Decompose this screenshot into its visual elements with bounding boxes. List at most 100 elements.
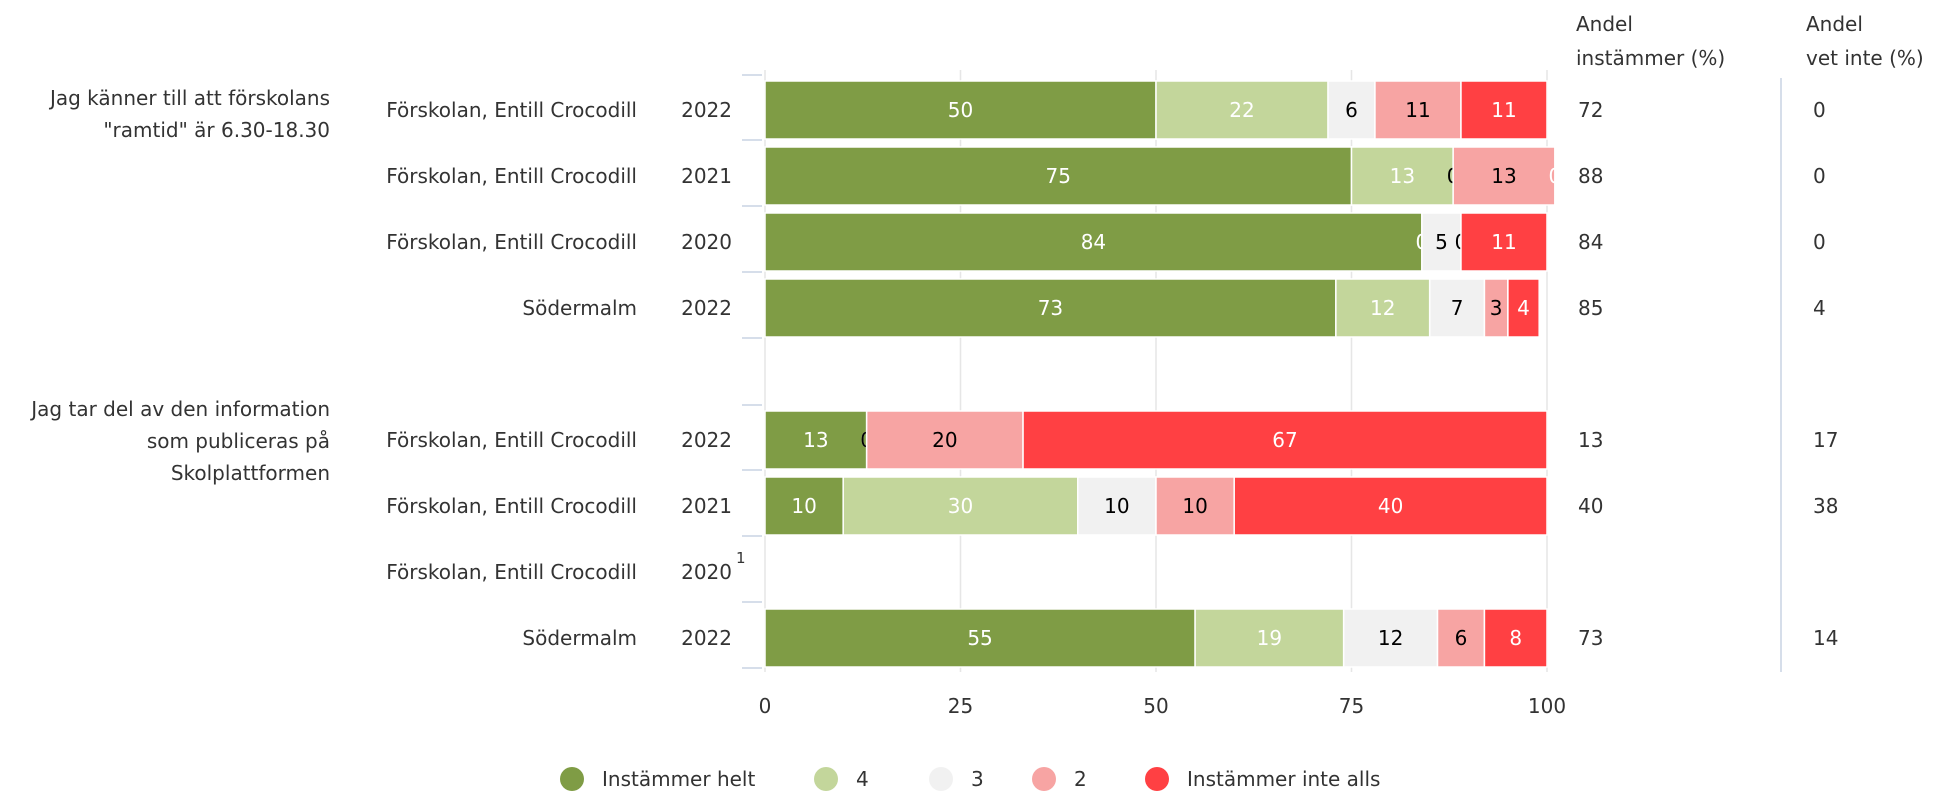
data-label: 50: [948, 98, 973, 122]
dontknow-header-line2: vet inte (%): [1806, 46, 1924, 70]
row-year-label: 2022: [681, 98, 732, 122]
data-label: 13: [1390, 164, 1415, 188]
legend-swatch: [1032, 767, 1056, 791]
row-unit-label: Förskolan, Entill Crocodill: [386, 230, 637, 254]
bar-segment: [1022, 410, 1548, 470]
agree-header-line1: Andel: [1576, 12, 1633, 36]
row-year-label: 2020: [681, 560, 732, 584]
agree-value: 88: [1578, 164, 1603, 188]
row-year-label: 2022: [681, 626, 732, 650]
bar-segment: [1155, 80, 1329, 140]
row-unit-label: Södermalm: [522, 626, 637, 650]
agree-value: 72: [1578, 98, 1603, 122]
data-label: 10: [791, 494, 816, 518]
bar-segment: [842, 476, 1079, 536]
row-year-label: 2020: [681, 230, 732, 254]
question-label: som publiceras på: [147, 429, 330, 453]
data-label: 13: [803, 428, 828, 452]
legend-swatch: [1145, 767, 1169, 791]
bar-segment: [1460, 80, 1548, 140]
bar-segment: [764, 146, 1353, 206]
data-label: 11: [1491, 230, 1516, 254]
bar-segment: [764, 278, 1337, 338]
row-year-label: 2021: [681, 494, 732, 518]
x-tick-label: 0: [759, 694, 772, 718]
dontknow-value: 38: [1813, 494, 1838, 518]
bar-segment: [1327, 80, 1376, 140]
bar-segment: [764, 608, 1196, 668]
row-unit-label: Förskolan, Entill Crocodill: [386, 98, 637, 122]
question-label: Skolplattformen: [171, 461, 330, 485]
dontknow-value: 17: [1813, 428, 1838, 452]
data-label: 19: [1257, 626, 1282, 650]
row-unit-label: Förskolan, Entill Crocodill: [386, 428, 637, 452]
x-tick-label: 50: [1143, 694, 1168, 718]
bar-segment: [1194, 608, 1345, 668]
row-unit-label: Förskolan, Entill Crocodill: [386, 494, 637, 518]
data-label: 8: [1509, 626, 1522, 650]
legend-label: 3: [971, 767, 984, 791]
agree-value: 40: [1578, 494, 1603, 518]
row-year-label: 2022: [681, 428, 732, 452]
data-label: 3: [1490, 296, 1503, 320]
data-label: 13: [1491, 164, 1516, 188]
bar-segment: [1507, 278, 1540, 338]
dontknow-value: 4: [1813, 296, 1826, 320]
data-label: 22: [1229, 98, 1254, 122]
data-label: 84: [1081, 230, 1106, 254]
data-label: 55: [967, 626, 992, 650]
legend-swatch: [814, 767, 838, 791]
bar-segment: [1350, 146, 1454, 206]
data-label: 6: [1455, 626, 1468, 650]
data-label: 4: [1517, 296, 1530, 320]
agree-value: 84: [1578, 230, 1603, 254]
bar-segment: [1460, 212, 1548, 272]
legend-label: Instämmer helt: [602, 767, 755, 791]
data-label: 67: [1272, 428, 1297, 452]
bar-segment: [764, 212, 1423, 272]
bar-segment: [1421, 212, 1462, 272]
bar-segment: [764, 410, 868, 470]
data-label: 10: [1104, 494, 1129, 518]
bar-segment: [1428, 278, 1486, 338]
x-tick-label: 25: [948, 694, 973, 718]
data-label: 73: [1038, 296, 1063, 320]
data-label: 40: [1378, 494, 1403, 518]
legend-swatch: [929, 767, 953, 791]
bar-segment: [1335, 278, 1431, 338]
dontknow-header-line1: Andel: [1806, 12, 1863, 36]
bar-segment: [1233, 476, 1548, 536]
row-unit-label: Södermalm: [522, 296, 637, 320]
agree-header-line2: instämmer (%): [1576, 46, 1725, 70]
agree-value: 13: [1578, 428, 1603, 452]
legend-label: Instämmer inte alls: [1187, 767, 1380, 791]
dontknow-value: 0: [1813, 98, 1826, 122]
row-year-label: 2022: [681, 296, 732, 320]
row-unit-label: Förskolan, Entill Crocodill: [386, 560, 637, 584]
data-label: 12: [1370, 296, 1395, 320]
dontknow-value: 0: [1813, 230, 1826, 254]
bar-segment: [1077, 476, 1157, 536]
data-label: 20: [932, 428, 957, 452]
dontknow-value: 14: [1813, 626, 1838, 650]
bar-segment: [1155, 476, 1235, 536]
data-label: 30: [948, 494, 973, 518]
dontknow-value: 0: [1813, 164, 1826, 188]
legend-label: 2: [1074, 767, 1087, 791]
bar-segment: [865, 410, 1024, 470]
legend-label: 4: [856, 767, 869, 791]
data-label: 7: [1451, 296, 1464, 320]
data-label: 11: [1491, 98, 1516, 122]
bar-segment: [1452, 146, 1556, 206]
question-label: "ramtid" är 6.30-18.30: [103, 118, 330, 142]
data-label: 10: [1182, 494, 1207, 518]
question-label: Jag känner till att förskolans: [48, 86, 330, 110]
row-year-label: 2021: [681, 164, 732, 188]
bar-segment: [1342, 608, 1439, 668]
data-label: 5: [1435, 230, 1448, 254]
x-tick-label: 75: [1339, 694, 1364, 718]
row-footnote: 1: [736, 549, 746, 567]
data-label: 75: [1046, 164, 1071, 188]
data-label: 6: [1345, 98, 1358, 122]
